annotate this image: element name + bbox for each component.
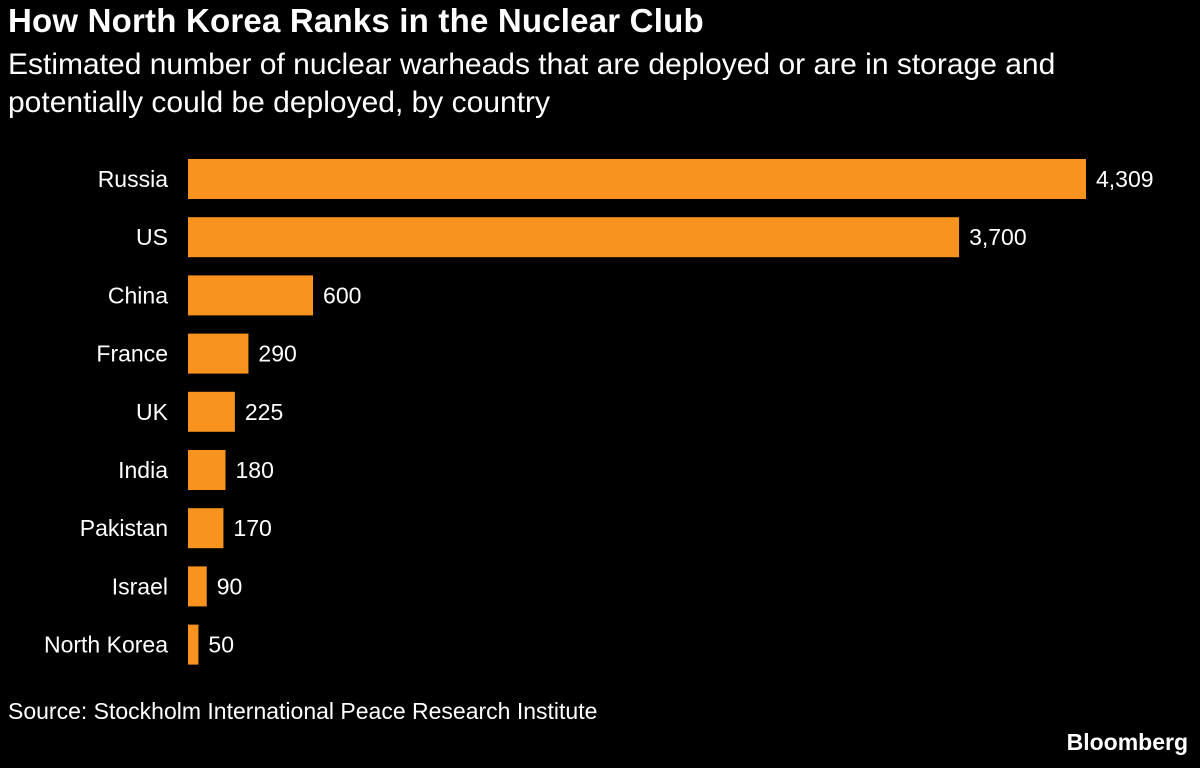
category-label-france: France <box>96 341 168 367</box>
bar-uk <box>188 391 235 432</box>
bar-north-korea <box>188 624 199 665</box>
bar-row-france: France 290 <box>96 333 297 374</box>
value-label-china: 600 <box>323 282 361 308</box>
value-label-france: 290 <box>258 341 296 367</box>
bar-india <box>188 450 226 490</box>
category-label-uk: UK <box>136 399 169 425</box>
chart-title: How North Korea Ranks in the Nuclear Clu… <box>8 2 704 39</box>
bar-chart: Russia 4,309 US 3,700 China 600 France 290 UK 225… <box>44 159 1154 665</box>
value-label-north-korea: 50 <box>208 632 234 658</box>
category-label-israel: Israel <box>112 573 168 599</box>
bar-pakistan <box>188 508 224 549</box>
bar-china <box>188 275 314 316</box>
value-label-russia: 4,309 <box>1096 166 1154 192</box>
value-label-israel: 90 <box>217 573 243 599</box>
bar-us <box>188 217 960 258</box>
category-label-north-korea: North Korea <box>44 632 168 658</box>
bar-row-israel: Israel 90 <box>112 566 243 607</box>
bar-row-russia: Russia 4,309 <box>98 159 1154 199</box>
source-note: Source: Stockholm International Peace Re… <box>8 698 598 724</box>
bar-row-north-korea: North Korea 50 <box>44 624 234 665</box>
value-label-india: 180 <box>236 457 274 483</box>
category-label-russia: Russia <box>98 166 169 192</box>
category-label-china: China <box>108 282 168 308</box>
bar-row-pakistan: Pakistan 170 <box>80 508 272 549</box>
category-label-us: US <box>136 224 168 250</box>
category-label-pakistan: Pakistan <box>80 515 168 541</box>
bar-row-us: US 3,700 <box>136 217 1027 258</box>
value-label-us: 3,700 <box>969 224 1027 250</box>
bar-france <box>188 333 249 374</box>
value-label-pakistan: 170 <box>233 515 271 541</box>
bloomberg-logo: Bloomberg <box>1066 729 1188 755</box>
bar-row-uk: UK 225 <box>136 391 283 432</box>
chart-subtitle: Estimated number of nuclear warheads tha… <box>8 48 1056 119</box>
bar-russia <box>188 159 1086 199</box>
bar-row-china: China 600 <box>108 275 361 316</box>
category-label-india: India <box>118 457 168 483</box>
value-label-uk: 225 <box>245 399 283 425</box>
bar-row-india: India 180 <box>118 450 274 490</box>
bar-israel <box>188 566 207 607</box>
